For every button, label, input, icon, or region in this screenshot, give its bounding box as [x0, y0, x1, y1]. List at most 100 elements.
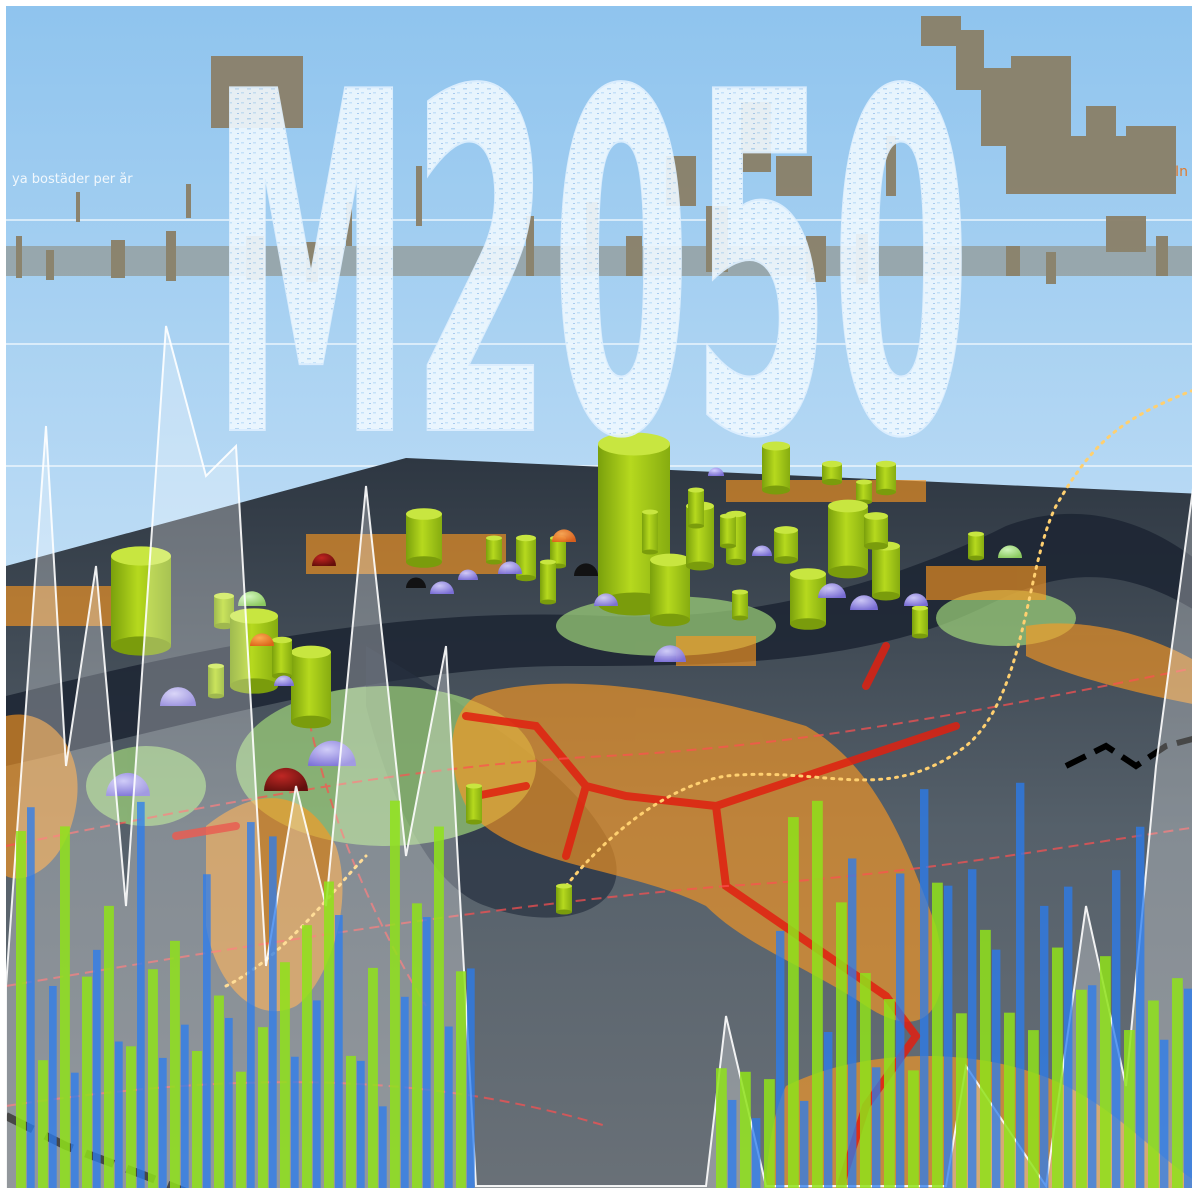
- bar-green: [60, 826, 70, 1188]
- dome-icon: [458, 569, 478, 580]
- cylinder-icon: [790, 568, 826, 630]
- bar-blue: [992, 949, 1001, 1188]
- dotted-trajectory-2: [224, 854, 368, 988]
- bar-blue: [313, 1000, 321, 1188]
- bar-green: [764, 1079, 775, 1188]
- bar-blue: [203, 874, 211, 1188]
- cylinder-group: [111, 432, 984, 915]
- bar-blue: [1112, 870, 1121, 1188]
- bar-green: [836, 902, 847, 1188]
- dome-icon: [312, 553, 336, 566]
- bar-green: [148, 969, 158, 1188]
- cylinder-icon: [406, 508, 442, 568]
- bar-blue: [291, 1056, 299, 1188]
- cylinder-icon: [688, 487, 704, 529]
- bar-blue: [335, 915, 343, 1188]
- bar-green: [126, 1046, 136, 1188]
- bar-blue: [27, 807, 35, 1188]
- dome-icon: [274, 675, 294, 686]
- bar-blue: [1040, 905, 1049, 1188]
- bar-blue: [115, 1041, 123, 1188]
- bar-blue: [848, 858, 857, 1188]
- cylinder-icon: [650, 553, 690, 627]
- cylinder-icon: [828, 499, 868, 579]
- dome-icon: [998, 545, 1022, 558]
- bar-green: [956, 1013, 967, 1188]
- bar-green: [368, 967, 378, 1188]
- bar-green: [346, 1055, 356, 1188]
- bar-green: [412, 903, 422, 1188]
- bar-blue: [379, 1106, 387, 1188]
- bar-blue: [944, 885, 953, 1188]
- bar-blue: [401, 996, 409, 1188]
- bar-chart-right: [716, 782, 1192, 1188]
- bar-green: [860, 973, 871, 1188]
- dome-icon: [250, 633, 274, 646]
- bar-green: [82, 976, 92, 1188]
- cylinder-icon: [540, 559, 556, 605]
- bar-chart-left: [16, 800, 475, 1188]
- boundary-line: [1064, 736, 1192, 770]
- bar-green: [302, 925, 312, 1188]
- bar-blue: [920, 789, 929, 1188]
- bar-blue: [467, 968, 475, 1188]
- right-axis-label: In: [1174, 164, 1188, 180]
- dome-icon: [264, 767, 308, 791]
- cylinder-icon: [291, 645, 331, 729]
- dotted-trajectory: [564, 389, 1192, 888]
- bar-blue: [776, 930, 785, 1188]
- bar-green: [16, 831, 26, 1188]
- cylinder-icon: [214, 592, 234, 630]
- bar-green: [1076, 989, 1087, 1188]
- bar-green: [1124, 1030, 1135, 1188]
- bar-green: [788, 817, 799, 1188]
- bar-blue: [423, 917, 431, 1188]
- cylinder-icon: [230, 608, 278, 694]
- dome-icon: [308, 740, 356, 766]
- cylinder-icon: [872, 541, 900, 601]
- cylinder-icon: [968, 531, 984, 561]
- bar-green: [1148, 1000, 1159, 1188]
- bar-green: [908, 1070, 919, 1188]
- bar-blue: [225, 1017, 233, 1188]
- cylinder-icon: [774, 526, 798, 564]
- bar-blue: [137, 801, 145, 1188]
- dome-icon: [574, 563, 598, 576]
- bar-green: [932, 882, 943, 1188]
- cylinder-icon: [556, 883, 572, 915]
- dome-icon: [904, 593, 928, 606]
- bar-blue: [1088, 985, 1097, 1188]
- cylinder-icon: [762, 441, 790, 495]
- bar-green: [192, 1050, 202, 1188]
- page-title: M2050: [211, 6, 971, 541]
- cylinder-icon: [720, 513, 736, 549]
- bar-green: [812, 800, 823, 1188]
- bar-green: [324, 881, 334, 1188]
- bar-green: [38, 1060, 48, 1188]
- dome-icon: [654, 645, 686, 662]
- cylinder-icon: [642, 509, 658, 555]
- bar-green: [456, 971, 466, 1188]
- bar-blue: [181, 1024, 189, 1188]
- bar-green: [884, 999, 895, 1188]
- bar-green: [104, 905, 114, 1188]
- bar-green: [258, 1027, 268, 1188]
- skyline-band: [6, 16, 1192, 284]
- bar-blue: [1016, 782, 1025, 1188]
- bar-blue: [1160, 1039, 1169, 1188]
- left-axis-label: ya bostäder per år: [12, 172, 133, 187]
- dome-icon: [498, 561, 522, 574]
- dome-icon: [850, 595, 878, 610]
- bar-green: [280, 962, 290, 1188]
- bar-blue: [71, 1072, 79, 1188]
- bar-blue: [49, 985, 57, 1188]
- bar-blue: [800, 1100, 809, 1188]
- bar-blue: [93, 949, 101, 1188]
- scene-svg: M2050: [6, 6, 1192, 1188]
- bar-blue: [445, 1026, 453, 1188]
- title-graphic: M2050: [210, 6, 972, 542]
- bar-blue: [247, 822, 255, 1188]
- bar-blue: [159, 1057, 167, 1188]
- bar-green: [1100, 956, 1111, 1188]
- bar-blue: [752, 1118, 761, 1188]
